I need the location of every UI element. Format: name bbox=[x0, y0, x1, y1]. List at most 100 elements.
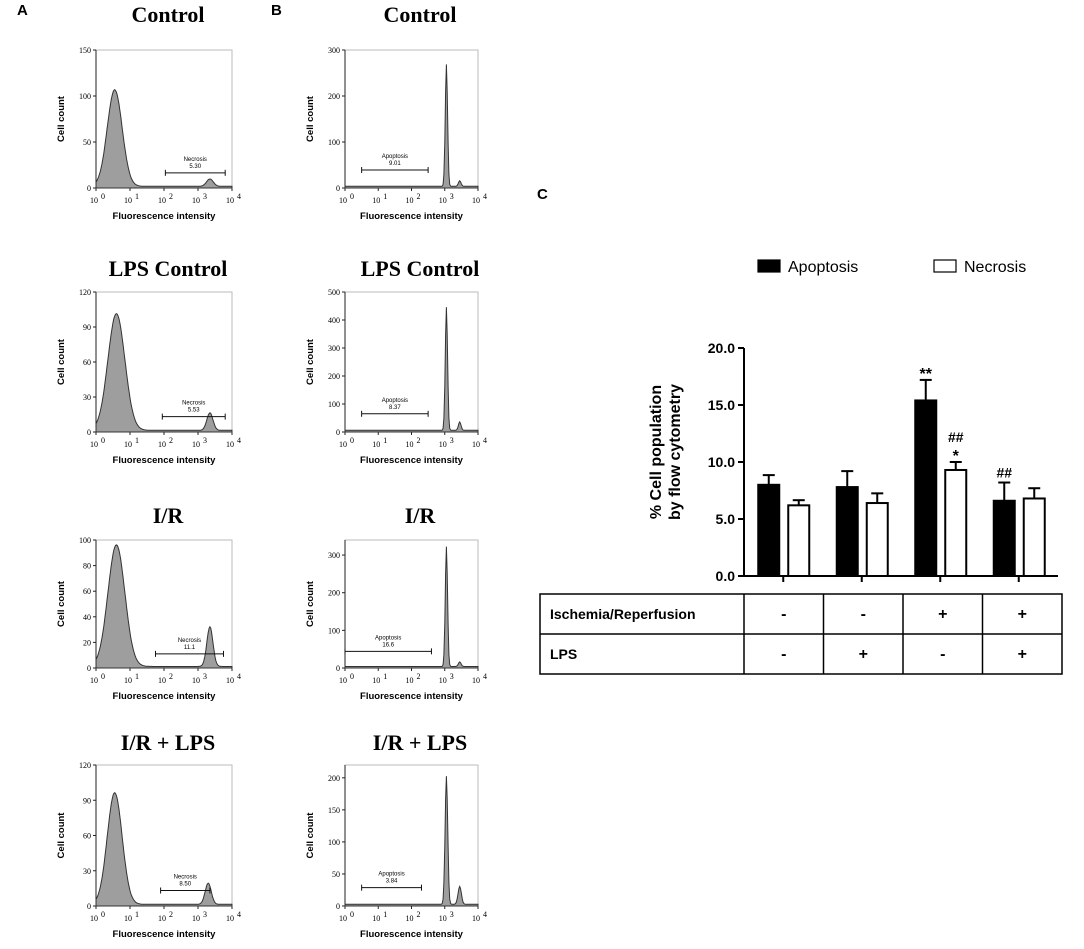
hist-a-2-x-tick-label: 10 bbox=[192, 440, 200, 449]
hist-a-2-title: LPS Control bbox=[109, 256, 228, 281]
condition-cell: + bbox=[938, 606, 947, 623]
significance-mark: * bbox=[953, 448, 960, 465]
legend-swatch-apoptosis bbox=[757, 259, 781, 273]
hist-a-1-title: Control bbox=[132, 2, 205, 27]
bar-chart-panel-c: Apoptosis Necrosis 0.0 5.0 10.0 15.0 20.0 % Cel… bbox=[539, 259, 1063, 675]
hist-b-4-y-tick-label: 150 bbox=[328, 806, 340, 815]
hist-a-1-x-tick-exponent: 3 bbox=[203, 192, 207, 201]
hist-a-2-x-tick-label: 10 bbox=[226, 440, 234, 449]
hist-b-2-x-tick-label: 10 bbox=[339, 440, 347, 449]
hist-a-3-x-label: Fluorescence intensity bbox=[113, 691, 217, 702]
hist-a-4-gate-label: Necrosis bbox=[174, 874, 197, 880]
bar-necrosis bbox=[865, 502, 889, 578]
hist-a-3-y-tick-label: 0 bbox=[87, 664, 91, 673]
hist-a-2-x-tick-label: 10 bbox=[124, 440, 132, 449]
hist-b-1-x-tick-exponent: 2 bbox=[417, 192, 421, 201]
hist-a-2-x-tick-label: 10 bbox=[90, 440, 98, 449]
hist-b-3-x-tick-label: 10 bbox=[472, 676, 480, 685]
hist-a-3-x-tick-exponent: 3 bbox=[203, 672, 207, 681]
hist-b-1-gate-value: 9.01 bbox=[389, 161, 401, 167]
hist-b-4-x-tick-label: 10 bbox=[472, 914, 480, 923]
hist-b-4-x-tick-label: 10 bbox=[439, 914, 447, 923]
bar-apoptosis bbox=[914, 399, 938, 577]
hist-b-2-x-tick-label: 10 bbox=[472, 440, 480, 449]
hist-a-4-y-label: Cell count bbox=[56, 812, 67, 859]
hist-b-3-frame bbox=[344, 539, 479, 669]
hist-b-4-gate-value: 3.84 bbox=[386, 879, 398, 885]
hist-b-2-y-tick-label: 0 bbox=[336, 428, 340, 437]
bar-apoptosis bbox=[757, 483, 781, 577]
hist-b-1-y-tick-label: 200 bbox=[328, 92, 340, 101]
hist-a-2-x-tick-exponent: 2 bbox=[169, 436, 173, 445]
hist-a-2-x-tick-label: 10 bbox=[158, 440, 166, 449]
hist-b-3-y-label: Cell count bbox=[305, 580, 316, 627]
hist-b-2-x-tick-exponent: 1 bbox=[383, 436, 387, 445]
hist-a-4-y-tick-label: 30 bbox=[83, 867, 91, 876]
legend-label-necrosis: Necrosis bbox=[964, 259, 1026, 276]
c-y-tick-label: 20.0 bbox=[708, 340, 735, 356]
hist-a-4-x-tick-exponent: 1 bbox=[135, 910, 139, 919]
hist-b-3-y-tick-label: 100 bbox=[328, 626, 340, 635]
hist-b-1-title: Control bbox=[384, 2, 457, 27]
hist-b-4-x-tick-exponent: 4 bbox=[483, 910, 487, 919]
hist-a-3-title: I/R bbox=[153, 503, 185, 528]
hist-b-4-y-tick-label: 0 bbox=[336, 902, 340, 911]
condition-cell: - bbox=[861, 606, 866, 623]
hist-b-3-x-tick-label: 10 bbox=[372, 676, 380, 685]
hist-a-4-x-tick-exponent: 0 bbox=[101, 910, 105, 919]
c-y-tick-label: 15.0 bbox=[708, 397, 735, 413]
hist-a-3-x-tick-exponent: 1 bbox=[135, 672, 139, 681]
significance-mark: ## bbox=[948, 429, 964, 445]
hist-a-3-y-tick-label: 80 bbox=[83, 562, 91, 571]
hist-b-3-title: I/R bbox=[405, 503, 437, 528]
hist-a-4-y-tick-label: 60 bbox=[83, 832, 91, 841]
hist-a-4-x-tick-label: 10 bbox=[124, 914, 132, 923]
hist-b-3-x-tick-exponent: 1 bbox=[383, 672, 387, 681]
hist-a-1-x-tick-label: 10 bbox=[158, 196, 166, 205]
hist-a-3-x-tick-label: 10 bbox=[124, 676, 132, 685]
hist-a-2-histogram bbox=[95, 313, 233, 433]
hist-b-2-x-label: Fluorescence intensity bbox=[360, 455, 464, 466]
hist-a-3-x-tick-label: 10 bbox=[226, 676, 234, 685]
hist-a-4-y-tick-label: 90 bbox=[83, 796, 91, 805]
condition-cell: - bbox=[781, 646, 786, 663]
hist-b-3-gate-label: Apoptosis bbox=[375, 635, 401, 641]
hist-b-2-y-tick-label: 400 bbox=[328, 316, 340, 325]
hist-a-4-y-tick-label: 120 bbox=[79, 761, 91, 770]
hist-b-3-histogram bbox=[344, 546, 479, 669]
hist-a-3-gate-value: 11.1 bbox=[184, 645, 196, 651]
hist-b-4-y-tick-label: 200 bbox=[328, 774, 340, 783]
hist-b-1-x-tick-exponent: 4 bbox=[483, 192, 487, 201]
hist-a-1-x-tick-label: 10 bbox=[226, 196, 234, 205]
hist-b-3-y-tick-label: 300 bbox=[328, 551, 340, 560]
hist-b-2-y-tick-label: 300 bbox=[328, 344, 340, 353]
panel-label-b: B bbox=[271, 2, 282, 19]
hist-b-1-x-tick-exponent: 0 bbox=[350, 192, 354, 201]
hist-a-2-x-label: Fluorescence intensity bbox=[113, 455, 217, 466]
hist-a-2-x-tick-exponent: 3 bbox=[203, 436, 207, 445]
hist-a-1-x-tick-exponent: 4 bbox=[237, 192, 241, 201]
hist-b-4-x-label: Fluorescence intensity bbox=[360, 929, 464, 940]
hist-b-4-gate-label: Apoptosis bbox=[378, 872, 404, 878]
hist-b-3-gate-value: 16.6 bbox=[382, 642, 394, 648]
hist-b-1-y-tick-label: 300 bbox=[328, 46, 340, 55]
hist-a-3-y-tick-label: 40 bbox=[83, 613, 91, 622]
bar-apoptosis bbox=[835, 486, 859, 577]
hist-a-1-x-tick-label: 10 bbox=[192, 196, 200, 205]
hist-b-4-frame bbox=[344, 764, 479, 907]
hist-a-1-y-tick-label: 50 bbox=[83, 138, 91, 147]
hist-b-4-y-tick-label: 100 bbox=[328, 838, 340, 847]
hist-a-2-gate-label: Necrosis bbox=[182, 401, 205, 407]
hist-a-4-gate-value: 8.50 bbox=[179, 881, 191, 887]
hist-b-1-x-tick-exponent: 3 bbox=[450, 192, 454, 201]
hist-a-1-y-tick-label: 150 bbox=[79, 46, 91, 55]
hist-b-4-x-tick-exponent: 2 bbox=[417, 910, 421, 919]
hist-a-1-gate-value: 5.30 bbox=[189, 164, 201, 170]
hist-b-2-gate-value: 8.37 bbox=[389, 405, 401, 411]
hist-a-2-x-tick-exponent: 0 bbox=[101, 436, 105, 445]
bar-necrosis bbox=[1022, 497, 1046, 578]
hist-b-3-x-tick-exponent: 4 bbox=[483, 672, 487, 681]
hist-b-3-x-tick-label: 10 bbox=[439, 676, 447, 685]
hist-b-1-gate-label: Apoptosis bbox=[382, 154, 408, 160]
hist-b-2-x-tick-exponent: 3 bbox=[450, 436, 454, 445]
